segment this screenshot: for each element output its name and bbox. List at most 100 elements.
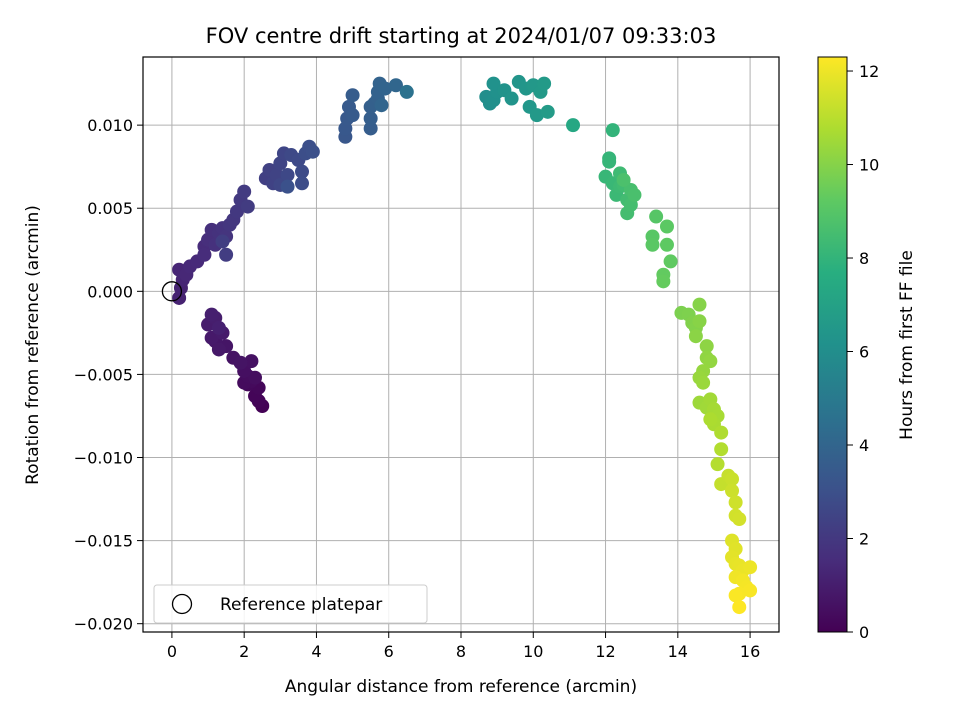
colorbar-label: Hours from first FF file: [897, 250, 917, 440]
data-point: [295, 176, 309, 191]
data-point: [204, 307, 219, 322]
data-point: [305, 144, 320, 159]
colorbar-tick-label: 4: [859, 436, 869, 455]
data-point: [211, 320, 226, 335]
data-point: [363, 121, 378, 136]
data-point: [388, 78, 403, 93]
data-point: [659, 219, 674, 234]
data-point: [237, 184, 252, 199]
data-point: [688, 329, 703, 344]
data-point: [345, 88, 360, 103]
y-tick-label: −0.010: [74, 449, 133, 468]
data-point: [219, 247, 234, 262]
data-point: [244, 354, 259, 369]
x-tick-label: 12: [595, 642, 615, 661]
data-point: [656, 274, 671, 289]
data-point: [696, 375, 711, 390]
colorbar-tick-label: 10: [859, 156, 879, 175]
colorbar: [817, 56, 848, 633]
x-tick-label: 10: [523, 642, 543, 661]
data-point: [728, 588, 743, 603]
data-point: [605, 123, 620, 138]
data-point: [663, 254, 678, 269]
data-point: [649, 209, 664, 224]
data-point: [529, 108, 544, 123]
data-point: [295, 164, 309, 179]
data-point: [725, 483, 740, 498]
x-tick-label: 14: [668, 642, 688, 661]
y-tick-label: 0.000: [87, 282, 133, 301]
data-point: [743, 583, 758, 598]
data-point: [703, 412, 718, 427]
reference-marker: [161, 281, 183, 302]
data-point: [378, 81, 393, 96]
y-tick-label: −0.005: [74, 365, 133, 384]
data-point: [540, 104, 555, 119]
colorbar-tick-label: 6: [859, 343, 869, 362]
data-point: [204, 330, 219, 345]
y-tick-label: 0.010: [87, 116, 133, 135]
data-point: [692, 314, 707, 329]
legend-marker: [171, 593, 193, 615]
data-point: [732, 600, 747, 615]
data-point: [504, 91, 519, 106]
data-point: [399, 84, 414, 99]
legend-box: [153, 584, 428, 624]
reference-point: [161, 281, 183, 302]
data-point: [211, 342, 226, 357]
colorbar-ticks: 0 2 4 6 8 10 12: [847, 62, 879, 642]
x-axis-ticks: 0 2 4 6 8 10 12 14 16: [167, 632, 760, 661]
data-point: [248, 370, 263, 385]
data-point: [714, 442, 729, 457]
colorbar-tick-label: 12: [859, 62, 879, 81]
data-point: [280, 167, 295, 182]
data-point: [537, 76, 552, 91]
legend-label: Reference platepar: [220, 595, 382, 615]
data-point: [659, 237, 674, 252]
data-points: [172, 74, 758, 615]
data-point: [645, 237, 660, 252]
data-point: [280, 179, 295, 194]
legend: Reference platepar: [153, 584, 428, 624]
data-point: [233, 355, 248, 370]
x-tick-label: 6: [384, 642, 394, 661]
data-point: [229, 204, 244, 219]
data-point: [714, 425, 729, 440]
data-point: [602, 154, 617, 169]
data-point: [743, 560, 758, 575]
data-point: [710, 457, 725, 472]
colorbar-tick-label: 0: [859, 623, 869, 642]
data-point: [728, 495, 743, 510]
y-axis-label: Rotation from reference (arcmin): [23, 205, 43, 485]
data-point: [486, 76, 501, 91]
colorbar-tick-label: 2: [859, 530, 869, 549]
data-point: [732, 511, 747, 526]
colorbar-tick-label: 8: [859, 249, 869, 268]
data-point: [703, 354, 718, 369]
data-point: [345, 108, 360, 123]
y-tick-label: 0.005: [87, 199, 133, 218]
x-tick-label: 8: [456, 642, 466, 661]
data-point: [240, 199, 255, 214]
x-tick-label: 16: [740, 642, 760, 661]
data-point: [215, 234, 230, 249]
x-tick-label: 2: [239, 642, 249, 661]
chart-title: FOV centre drift starting at 2024/01/07 …: [206, 24, 717, 48]
grid: [143, 57, 779, 632]
data-point: [725, 472, 740, 487]
x-axis-label: Angular distance from reference (arcmin): [285, 677, 637, 697]
data-point: [374, 98, 389, 113]
data-point: [616, 172, 631, 187]
y-tick-label: −0.020: [74, 615, 133, 634]
data-point: [627, 187, 642, 202]
data-point: [699, 339, 714, 354]
data-point: [197, 247, 212, 262]
y-tick-label: −0.015: [74, 532, 133, 551]
data-point: [566, 118, 581, 133]
y-axis-ticks: −0.020 −0.015 −0.010 −0.005 0.000 0.005 0.010: [74, 116, 143, 634]
data-point: [692, 297, 707, 312]
x-tick-label: 4: [311, 642, 321, 661]
x-tick-label: 0: [167, 642, 177, 661]
data-point: [363, 111, 378, 126]
